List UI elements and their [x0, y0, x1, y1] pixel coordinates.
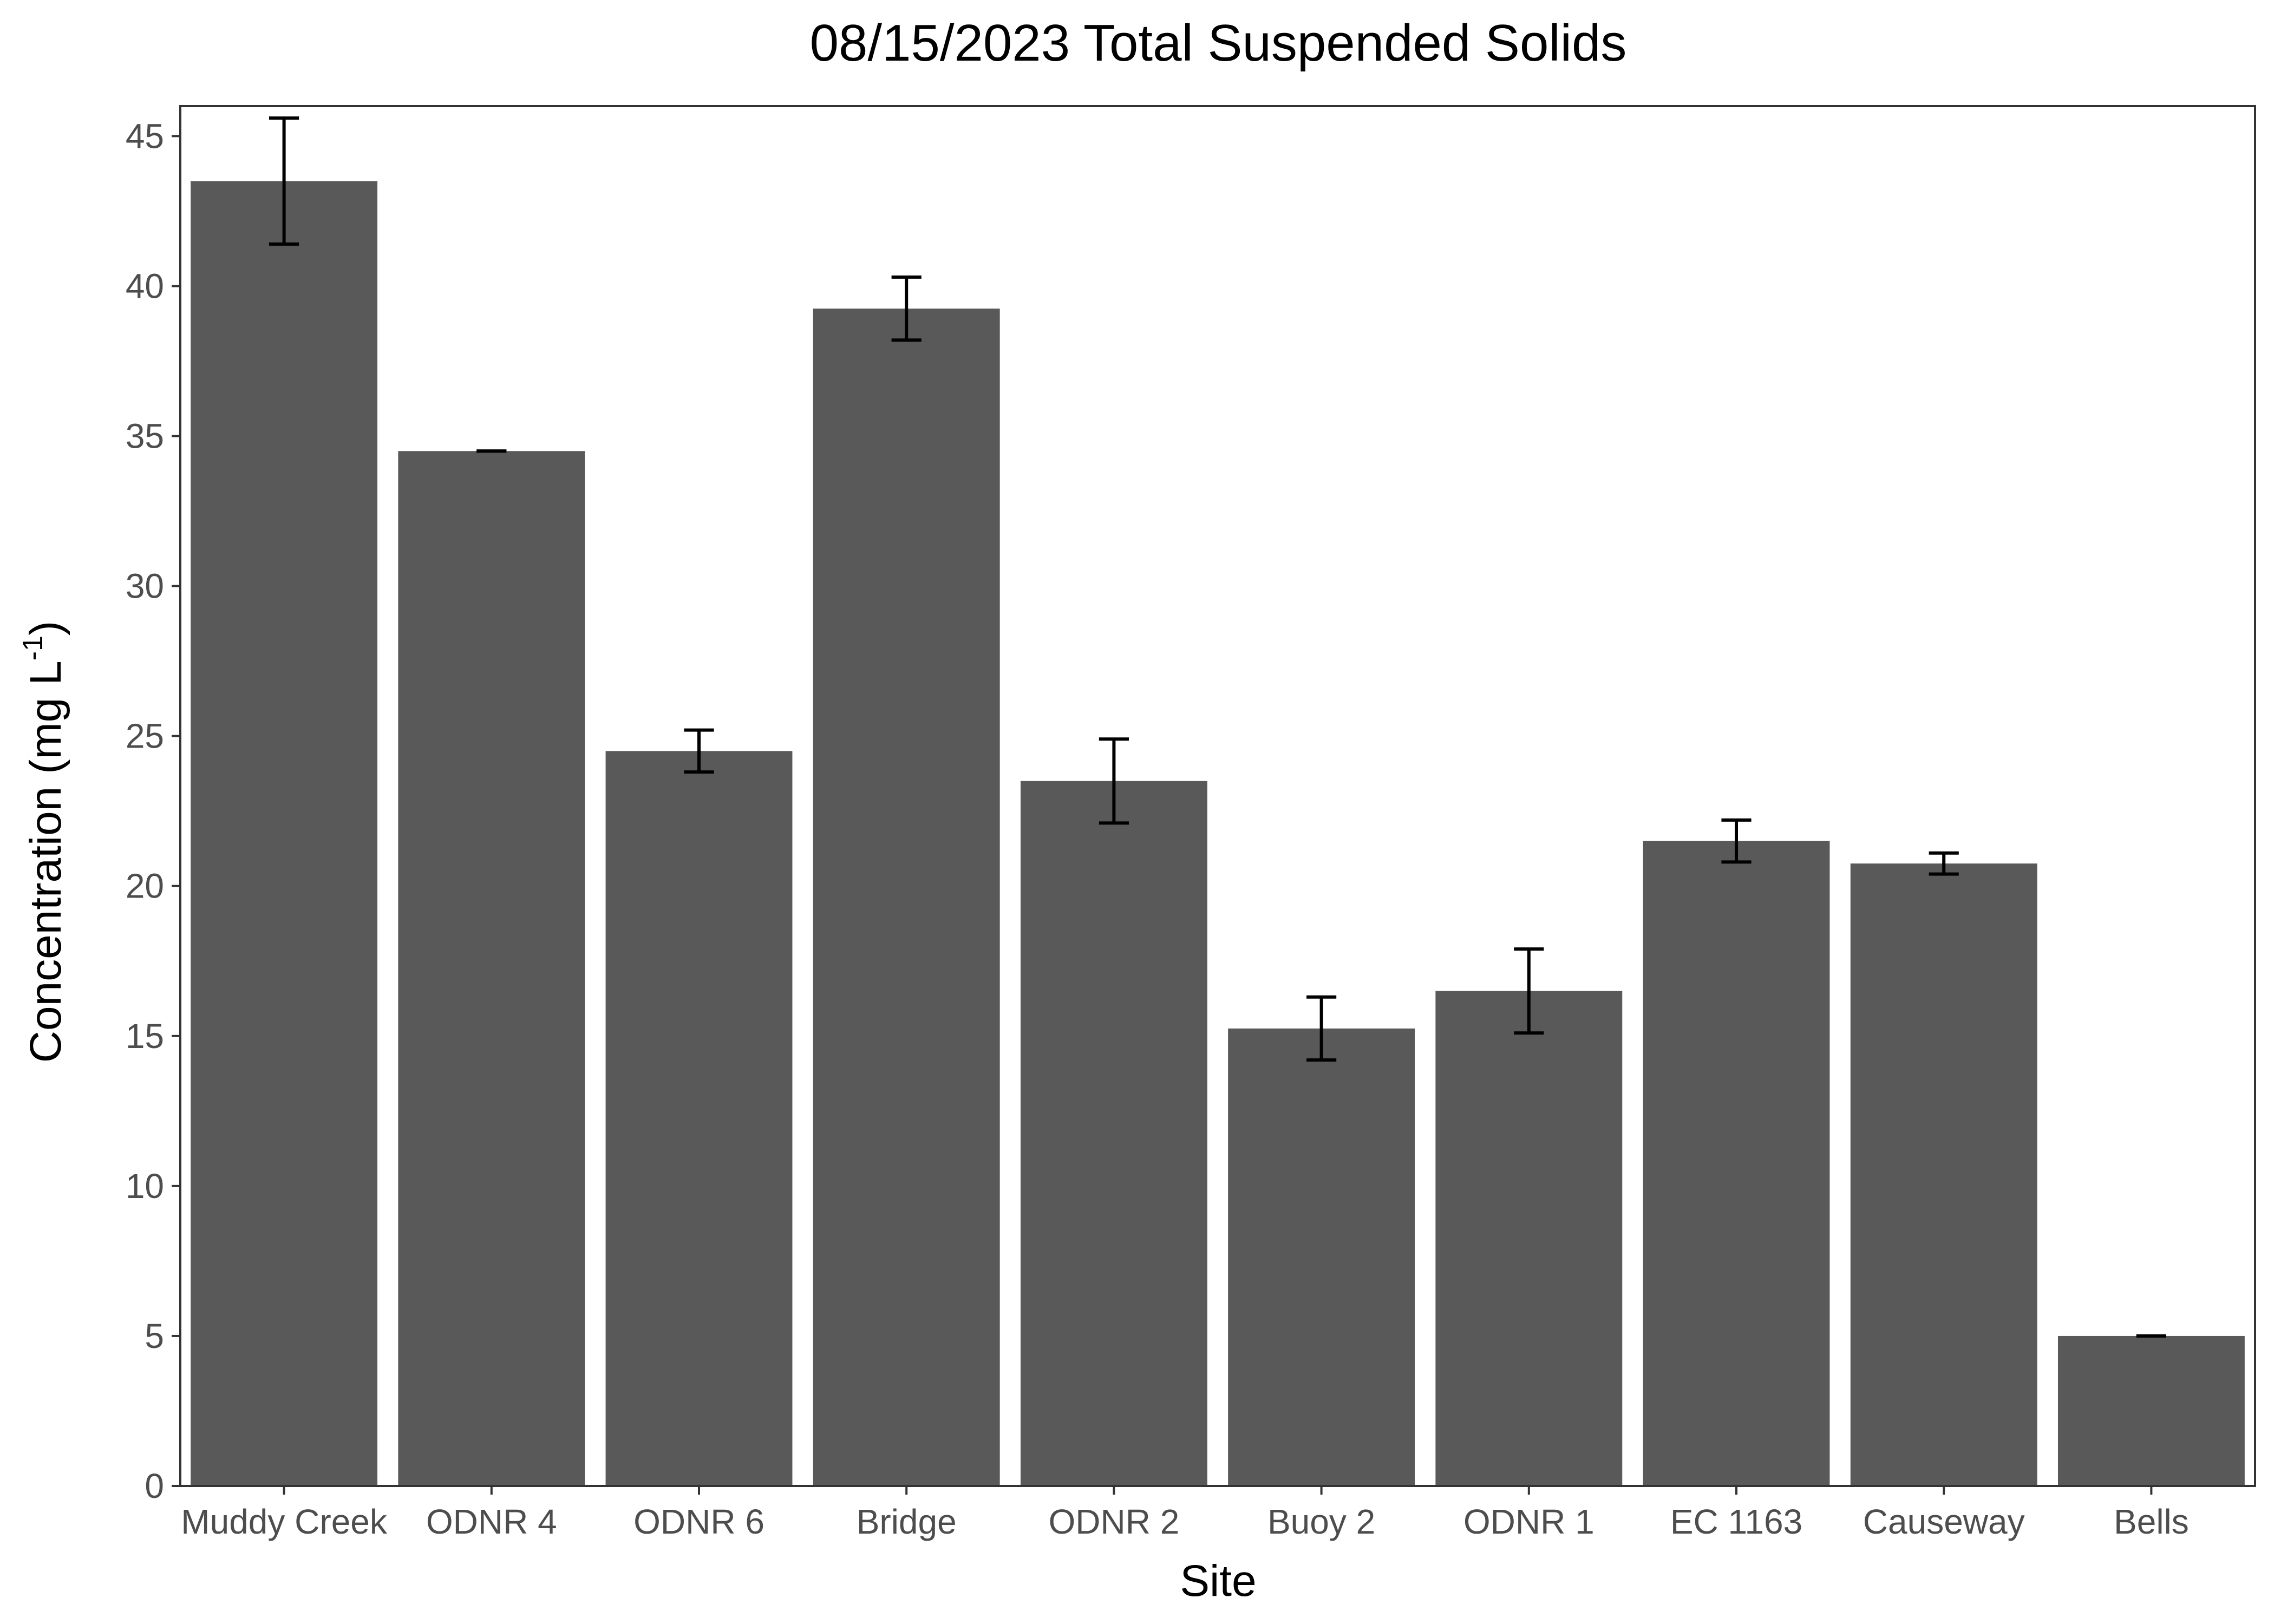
error-bar-ec-1163 — [1721, 818, 1752, 864]
y-axis-title-close: ) — [21, 621, 70, 636]
chart-title: 08/15/2023 Total Suspended Solids — [810, 14, 1627, 72]
y-tick-label: 45 — [126, 116, 164, 155]
y-tick-label: 35 — [126, 417, 164, 456]
error-bar-bridge — [891, 275, 922, 342]
x-tick-label: Bridge — [857, 1502, 957, 1541]
x-tick-label: Causeway — [1863, 1502, 2025, 1541]
y-tick-label: 10 — [126, 1167, 164, 1206]
bar-muddy-creek — [191, 181, 378, 1486]
bar-odnr-1 — [1435, 991, 1623, 1486]
x-tick-label: Bells — [2114, 1502, 2189, 1541]
y-tick-label: 5 — [145, 1317, 164, 1355]
bar-buoy-2 — [1228, 1028, 1415, 1486]
x-tick-label: Muddy Creek — [181, 1502, 388, 1541]
y-axis-title-main: Concentration (mg L — [21, 660, 70, 1063]
bar-odnr-4 — [398, 451, 585, 1486]
y-tick-label: 15 — [126, 1017, 164, 1056]
bar-ec-1163 — [1643, 841, 1830, 1486]
error-bar-odnr-1 — [1514, 947, 1544, 1035]
x-axis-title: Site — [1180, 1556, 1256, 1606]
error-bar-odnr-2 — [1099, 737, 1129, 825]
x-tick-label: Buoy 2 — [1267, 1502, 1375, 1541]
svg-text:Concentration (mg L-1): Concentration (mg L-1) — [17, 621, 70, 1063]
plot-area: Muddy Creek ODNR 4 ODNR 6 Bridge ODNR 2 Buoy … — [126, 105, 2256, 1541]
x-tick-label: ODNR 1 — [1463, 1502, 1595, 1541]
error-bar-muddy-creek — [269, 116, 299, 246]
x-tick-label: ODNR 6 — [633, 1502, 764, 1541]
y-tick-label: 25 — [126, 717, 164, 756]
x-tick-label: ODNR 4 — [426, 1502, 557, 1541]
y-axis-title-superscript: -1 — [17, 636, 49, 660]
y-tick-label: 30 — [126, 567, 164, 606]
x-tick-label: EC 1163 — [1670, 1502, 1802, 1541]
error-bar-causeway — [1929, 851, 1959, 876]
y-tick-label: 40 — [126, 266, 164, 305]
bar-causeway — [1850, 863, 2037, 1486]
y-axis-title: Concentration (mg L-1) — [17, 621, 70, 1063]
y-tick-label: 0 — [145, 1466, 164, 1505]
x-tick-label: ODNR 2 — [1048, 1502, 1179, 1541]
bar-bells — [2057, 1335, 2245, 1486]
error-bar-buoy-2 — [1306, 995, 1337, 1062]
y-tick-label: 20 — [126, 867, 164, 906]
bar-odnr-6 — [605, 751, 793, 1486]
error-bar-odnr-6 — [684, 728, 714, 774]
bar-odnr-2 — [1020, 781, 1207, 1486]
panel-border — [179, 105, 2256, 1487]
bar-bridge — [813, 309, 1000, 1486]
